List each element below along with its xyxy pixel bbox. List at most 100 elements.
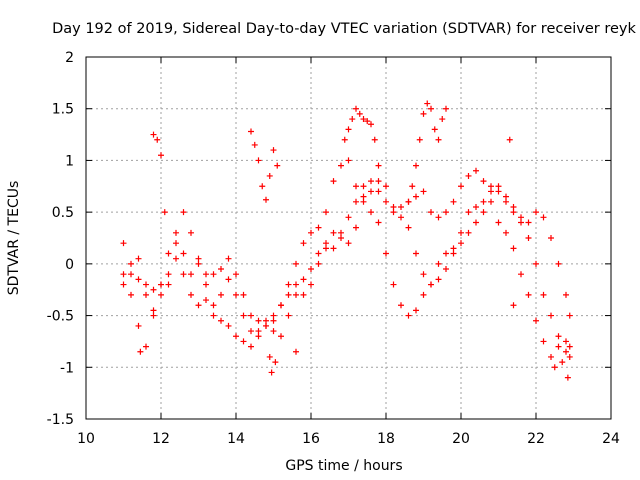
data-point-track-d [416, 136, 423, 143]
data-point-track-b [300, 276, 307, 283]
data-point-track-d [259, 183, 266, 190]
data-point-track-b [503, 198, 509, 205]
data-point-track-d [371, 136, 378, 143]
data-point-track-b [566, 353, 573, 360]
data-point-track-b [398, 203, 404, 210]
data-point-track-c [428, 281, 434, 288]
data-point-track-a [503, 229, 509, 236]
data-points [120, 100, 573, 381]
data-point-track-b [315, 250, 322, 257]
data-point-track-c [248, 312, 254, 319]
data-point-track-c [293, 281, 299, 288]
data-point-track-d [263, 196, 269, 203]
data-point-track-b [338, 235, 344, 241]
data-point-track-a [150, 312, 157, 319]
x-tick-label: 18 [377, 431, 395, 447]
data-point-track-c [180, 209, 187, 216]
data-point-track-c [278, 302, 284, 309]
data-point-track-a [473, 219, 479, 226]
data-point-track-c [173, 240, 179, 247]
data-point-track-a [458, 240, 464, 247]
data-point-track-b [188, 271, 194, 278]
data-point-track-c [345, 240, 352, 247]
data-point-track-b [323, 240, 329, 247]
data-point-track-c [495, 188, 502, 195]
data-point-track-c [240, 291, 247, 298]
data-point-track-c [525, 219, 532, 226]
data-point-track-d [266, 172, 273, 179]
data-point-track-c [555, 260, 562, 267]
data-point-track-b [308, 266, 314, 273]
data-point-track-b [465, 172, 472, 179]
data-point-track-c [548, 235, 554, 241]
data-point-track-b [203, 281, 209, 288]
data-point-track-a [555, 343, 562, 350]
data-point-spikes [510, 302, 517, 309]
data-point-track-a [375, 219, 382, 226]
data-point-track-d [248, 128, 254, 135]
data-point-track-d [360, 116, 367, 123]
data-point-track-b [510, 209, 517, 216]
data-point-track-b [413, 193, 419, 200]
data-point-track-b [225, 276, 232, 283]
data-point-track-b [180, 250, 187, 257]
data-point-track-b [248, 328, 254, 335]
data-point-track-a [135, 322, 142, 329]
data-point-track-a [195, 302, 202, 309]
y-axis-ticks: -1.5 -1 -0.5 0 0.5 1 1.5 2 [47, 50, 611, 428]
x-axis-ticks: 10 12 14 16 18 20 22 24 [77, 57, 620, 447]
data-point-track-c [566, 312, 573, 319]
data-point-track-a [518, 271, 524, 278]
data-point-track-d [435, 136, 442, 143]
data-point-track-a [225, 322, 232, 329]
data-point-track-a [360, 193, 367, 200]
data-point-track-b [195, 255, 202, 262]
data-point-track-a [368, 209, 374, 216]
data-point-track-c [225, 255, 232, 262]
data-point-track-a [263, 317, 269, 324]
data-point-track-b [173, 229, 179, 236]
data-point-track-a [188, 291, 194, 298]
data-point-track-d [356, 110, 363, 117]
y-tick-label: -1.5 [47, 412, 74, 428]
data-point-track-d [158, 152, 164, 159]
data-point-track-a [270, 312, 277, 319]
data-point-track-b [165, 250, 172, 257]
data-point-track-a [420, 291, 427, 298]
data-point-track-d [431, 126, 438, 133]
data-point-track-b [345, 214, 352, 221]
data-point-track-c [218, 266, 224, 273]
data-point-track-a [240, 338, 247, 345]
data-point-track-c [375, 178, 382, 185]
data-point-track-c [383, 183, 389, 190]
y-tick-label: 1 [65, 153, 74, 169]
data-point-track-a [450, 250, 457, 257]
data-point-track-b [368, 178, 374, 185]
data-point-track-d [364, 118, 371, 125]
data-point-track-c [338, 229, 344, 236]
data-point-track-b [525, 235, 532, 241]
data-point-track-a [293, 260, 299, 267]
data-point-spikes [506, 136, 513, 143]
data-point-track-c [300, 291, 307, 298]
data-point-track-c [360, 198, 367, 205]
data-point-track-a [390, 281, 397, 288]
data-point-track-a [300, 240, 307, 247]
data-point-spikes [268, 369, 275, 376]
data-point-track-b [473, 167, 479, 174]
data-point-spikes [266, 353, 273, 360]
data-point-track-d [424, 100, 431, 107]
data-point-track-b [488, 188, 494, 195]
data-point-track-b [120, 271, 127, 278]
data-point-track-c [435, 260, 442, 267]
data-point-track-a [128, 291, 134, 298]
data-point-spikes [293, 348, 299, 355]
data-point-track-c [150, 307, 157, 314]
data-point-track-c [510, 203, 517, 210]
data-point-track-b [233, 291, 239, 298]
data-point-track-b [255, 317, 262, 324]
data-point-track-d [341, 136, 348, 143]
data-point-track-d [154, 136, 161, 143]
data-point-track-a [203, 297, 209, 304]
data-point-track-d [375, 162, 382, 169]
